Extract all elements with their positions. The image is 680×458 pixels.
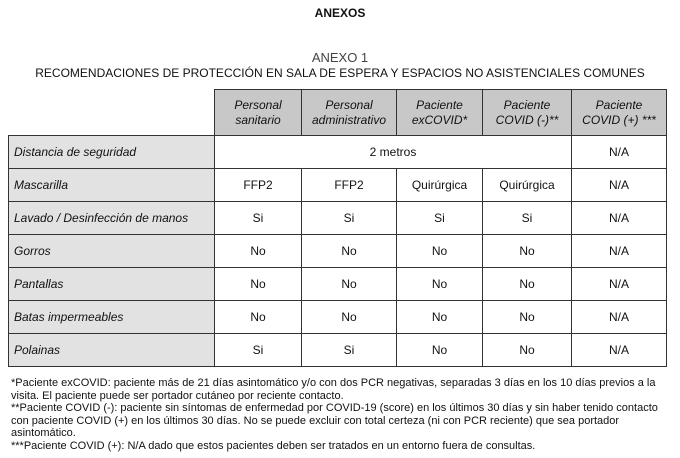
table-cell: Si xyxy=(214,333,302,367)
header-line: sanitario xyxy=(235,112,281,127)
header-line: Paciente xyxy=(595,97,643,112)
header-line: Personal xyxy=(234,97,282,112)
header-line: Paciente xyxy=(416,97,463,112)
table-cell: No xyxy=(396,267,483,301)
table-cell: Quirúrgica xyxy=(482,168,572,202)
table-cell: No xyxy=(301,267,397,301)
footnote: **Paciente COVID (-): paciente sin sínto… xyxy=(11,402,658,440)
column-header: Personal administrativo xyxy=(301,89,397,136)
recommendations-table: Personal sanitario Personal administrativo… xyxy=(8,89,667,367)
table-cell: N/A xyxy=(571,300,667,334)
table-cell: N/A xyxy=(571,168,667,202)
table-cell: No xyxy=(214,267,302,301)
table-cell: No xyxy=(482,267,572,301)
table-cell: N/A xyxy=(571,267,667,301)
table-cell: No xyxy=(482,333,572,367)
table-cell: FFP2 xyxy=(301,168,397,202)
table-cell: Si xyxy=(214,201,302,235)
row-label: Pantallas xyxy=(8,267,215,301)
header-line: COVID (+) *** xyxy=(582,112,656,127)
page-heading: ANEXOS xyxy=(314,6,366,20)
table-row: Lavado / Desinfección de manos Si Si Si Si N/… xyxy=(8,201,667,235)
row-label: Gorros xyxy=(8,234,215,268)
table-cell: Quirúrgica xyxy=(396,168,483,202)
header-row: Personal sanitario Personal administrativo… xyxy=(8,89,667,136)
table-cell: N/A xyxy=(571,135,667,169)
footnote: ***Paciente COVID (+): N/A dado que esto… xyxy=(11,439,536,452)
footnote: *Paciente exCOVID: paciente más de 21 dí… xyxy=(11,377,656,402)
row-label: Lavado / Desinfección de manos xyxy=(8,201,215,235)
table-cell: No xyxy=(301,300,397,334)
column-header: Personal sanitario xyxy=(214,89,302,136)
corner-cell xyxy=(8,89,215,136)
row-label: Batas impermeables xyxy=(8,300,215,334)
table-cell: No xyxy=(214,300,302,334)
row-label: Polainas xyxy=(8,333,215,367)
table-cell: No xyxy=(396,234,483,268)
table-cell: No xyxy=(396,300,483,334)
footnotes: *Paciente exCOVID: paciente más de 21 dí… xyxy=(11,377,671,453)
header-line: Paciente xyxy=(503,97,551,112)
header-line: COVID (-)** xyxy=(495,112,559,127)
header-line: administrativo xyxy=(311,112,387,127)
header-line: Personal xyxy=(325,97,373,112)
table-cell: FFP2 xyxy=(214,168,302,202)
column-header: Paciente COVID (-)** xyxy=(482,89,572,136)
row-label: Mascarilla xyxy=(8,168,215,202)
row-label: Distancia de seguridad xyxy=(8,135,215,169)
table-cell: Si xyxy=(482,201,572,235)
table-cell: No xyxy=(482,234,572,268)
column-header: Paciente COVID (+) *** xyxy=(571,89,667,136)
annex-title: ANEXO 1 xyxy=(311,50,369,65)
table-row: Distancia de seguridad 2 metros N/A xyxy=(8,135,667,169)
table-cell: Si xyxy=(396,201,483,235)
table-cell: Si xyxy=(301,333,397,367)
merged-cell: 2 metros xyxy=(214,135,572,169)
table-row: Polainas Si Si No No N/A xyxy=(8,333,667,367)
table-cell: Si xyxy=(301,201,397,235)
table-row: Gorros No No No No N/A xyxy=(8,234,667,268)
table-cell: No xyxy=(214,234,302,268)
table-cell: N/A xyxy=(571,201,667,235)
header-line: exCOVID* xyxy=(411,112,468,127)
table-cell: N/A xyxy=(571,234,667,268)
table-row: Mascarilla FFP2 FFP2 Quirúrgica Quirúrgica N/… xyxy=(8,168,667,202)
table-row: Pantallas No No No No N/A xyxy=(8,267,667,301)
table-cell: No xyxy=(396,333,483,367)
table-cell: No xyxy=(301,234,397,268)
table-cell: No xyxy=(482,300,572,334)
column-header: Paciente exCOVID* xyxy=(396,89,483,136)
annex-subtitle: RECOMENDACIONES DE PROTECCIÓN EN SALA DE… xyxy=(35,66,645,80)
table-row: Batas impermeables No No No No N/A xyxy=(8,300,667,334)
table-cell: N/A xyxy=(571,333,667,367)
